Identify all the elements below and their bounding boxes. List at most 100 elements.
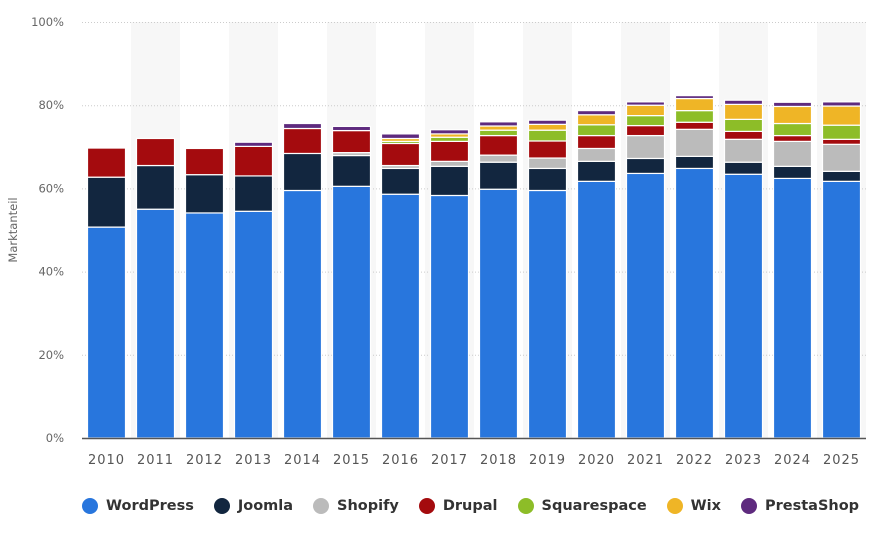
bar-segment-wix[interactable]	[478, 125, 519, 131]
legend-item-shopify[interactable]: Shopify	[313, 498, 399, 514]
bar-segment-wordpress[interactable]	[135, 208, 176, 439]
bar-segment-shopify[interactable]	[625, 134, 666, 160]
bar-segment-squarespace[interactable]	[625, 114, 666, 127]
bar-segment-joomla[interactable]	[674, 155, 715, 170]
bar-segment-drupal[interactable]	[478, 134, 519, 156]
bar-segment-wordpress[interactable]	[86, 226, 127, 439]
bar-segment-joomla[interactable]	[527, 167, 568, 192]
bar-segment-drupal[interactable]	[282, 127, 323, 155]
bar-stack-2016[interactable]	[380, 133, 421, 439]
bar-segment-wordpress[interactable]	[772, 177, 813, 439]
bar-segment-wix[interactable]	[527, 123, 568, 131]
bar-segment-shopify[interactable]	[576, 147, 617, 162]
bar-stack-2011[interactable]	[135, 137, 176, 439]
bar-stack-2024[interactable]	[772, 101, 813, 439]
bar-segment-shopify[interactable]	[478, 154, 519, 163]
legend-item-drupal[interactable]: Drupal	[418, 498, 498, 514]
bar-stack-2015[interactable]	[331, 125, 372, 439]
bar-segment-joomla[interactable]	[380, 167, 421, 195]
bar-segment-wordpress[interactable]	[576, 180, 617, 439]
bar-segment-squarespace[interactable]	[429, 136, 470, 142]
bar-segment-joomla[interactable]	[233, 175, 274, 212]
bar-segment-drupal[interactable]	[723, 130, 764, 140]
bar-segment-wordpress[interactable]	[380, 193, 421, 439]
bar-segment-prestashop[interactable]	[625, 101, 666, 106]
bar-segment-wordpress[interactable]	[821, 180, 862, 439]
bar-segment-wix[interactable]	[625, 104, 666, 117]
bar-segment-prestashop[interactable]	[478, 121, 519, 127]
bar-stack-2014[interactable]	[282, 122, 323, 439]
bar-stack-2022[interactable]	[674, 95, 715, 439]
legend-item-wix[interactable]: Wix	[666, 498, 721, 514]
bar-segment-wordpress[interactable]	[282, 189, 323, 439]
bar-segment-drupal[interactable]	[233, 145, 274, 177]
bar-segment-drupal[interactable]	[135, 137, 176, 167]
bar-segment-joomla[interactable]	[723, 161, 764, 175]
bar-segment-wordpress[interactable]	[233, 210, 274, 439]
bar-segment-shopify[interactable]	[821, 143, 862, 172]
bar-segment-squarespace[interactable]	[527, 129, 568, 142]
legend-item-squarespace[interactable]: Squarespace	[517, 498, 647, 514]
bar-segment-wordpress[interactable]	[674, 167, 715, 439]
bar-stack-2018[interactable]	[478, 121, 519, 439]
bar-segment-prestashop[interactable]	[331, 125, 372, 132]
bar-segment-joomla[interactable]	[331, 154, 372, 187]
bar-segment-drupal[interactable]	[821, 138, 862, 145]
bar-segment-wordpress[interactable]	[625, 172, 666, 439]
bar-segment-shopify[interactable]	[723, 138, 764, 163]
bar-stack-2013[interactable]	[233, 141, 274, 439]
bar-segment-wordpress[interactable]	[331, 185, 372, 439]
bar-stack-2017[interactable]	[429, 129, 470, 439]
bar-segment-drupal[interactable]	[527, 140, 568, 159]
bar-segment-joomla[interactable]	[184, 174, 225, 214]
bar-segment-wix[interactable]	[723, 103, 764, 120]
bar-segment-drupal[interactable]	[86, 147, 127, 178]
bar-segment-drupal[interactable]	[625, 124, 666, 137]
bar-segment-shopify[interactable]	[674, 128, 715, 157]
bar-segment-squarespace[interactable]	[723, 118, 764, 133]
bar-segment-wordpress[interactable]	[478, 188, 519, 439]
bar-segment-wix[interactable]	[674, 97, 715, 112]
bar-segment-prestashop[interactable]	[772, 101, 813, 108]
bar-segment-prestashop[interactable]	[723, 99, 764, 105]
bar-segment-joomla[interactable]	[86, 176, 127, 228]
bar-segment-prestashop[interactable]	[576, 110, 617, 116]
bar-segment-squarespace[interactable]	[772, 122, 813, 137]
bar-segment-joomla[interactable]	[135, 164, 176, 210]
bar-segment-drupal[interactable]	[772, 134, 813, 142]
bar-segment-drupal[interactable]	[674, 121, 715, 130]
bar-segment-shopify[interactable]	[527, 157, 568, 170]
bar-segment-squarespace[interactable]	[821, 124, 862, 140]
bar-segment-drupal[interactable]	[380, 142, 421, 167]
bar-segment-joomla[interactable]	[478, 161, 519, 190]
bar-segment-wordpress[interactable]	[527, 189, 568, 439]
bar-segment-wordpress[interactable]	[184, 212, 225, 439]
bar-segment-squarespace[interactable]	[674, 110, 715, 123]
bar-segment-joomla[interactable]	[772, 165, 813, 180]
bar-segment-drupal[interactable]	[184, 147, 225, 176]
bar-segment-wix[interactable]	[821, 105, 862, 126]
bar-segment-squarespace[interactable]	[576, 124, 617, 137]
bar-segment-prestashop[interactable]	[233, 141, 274, 147]
legend-item-prestashop[interactable]: PrestaShop	[741, 498, 859, 514]
bar-segment-joomla[interactable]	[282, 152, 323, 192]
bar-stack-2010[interactable]	[86, 147, 127, 439]
bar-segment-wix[interactable]	[772, 105, 813, 125]
bar-stack-2019[interactable]	[527, 119, 568, 439]
bar-stack-2012[interactable]	[184, 147, 225, 439]
bar-segment-prestashop[interactable]	[527, 119, 568, 125]
bar-segment-drupal[interactable]	[576, 134, 617, 150]
bar-segment-prestashop[interactable]	[821, 101, 862, 107]
bar-segment-wordpress[interactable]	[429, 194, 470, 439]
bar-segment-wix[interactable]	[576, 114, 617, 126]
bar-stack-2020[interactable]	[576, 110, 617, 439]
legend-item-wordpress[interactable]: WordPress	[82, 498, 194, 514]
bar-segment-joomla[interactable]	[625, 157, 666, 175]
bar-stack-2025[interactable]	[821, 101, 862, 439]
bar-segment-joomla[interactable]	[429, 165, 470, 197]
bar-segment-prestashop[interactable]	[674, 95, 715, 100]
bar-segment-shopify[interactable]	[772, 140, 813, 167]
legend-item-joomla[interactable]: Joomla	[213, 498, 293, 514]
bar-segment-drupal[interactable]	[429, 140, 470, 162]
bar-segment-joomla[interactable]	[576, 160, 617, 182]
